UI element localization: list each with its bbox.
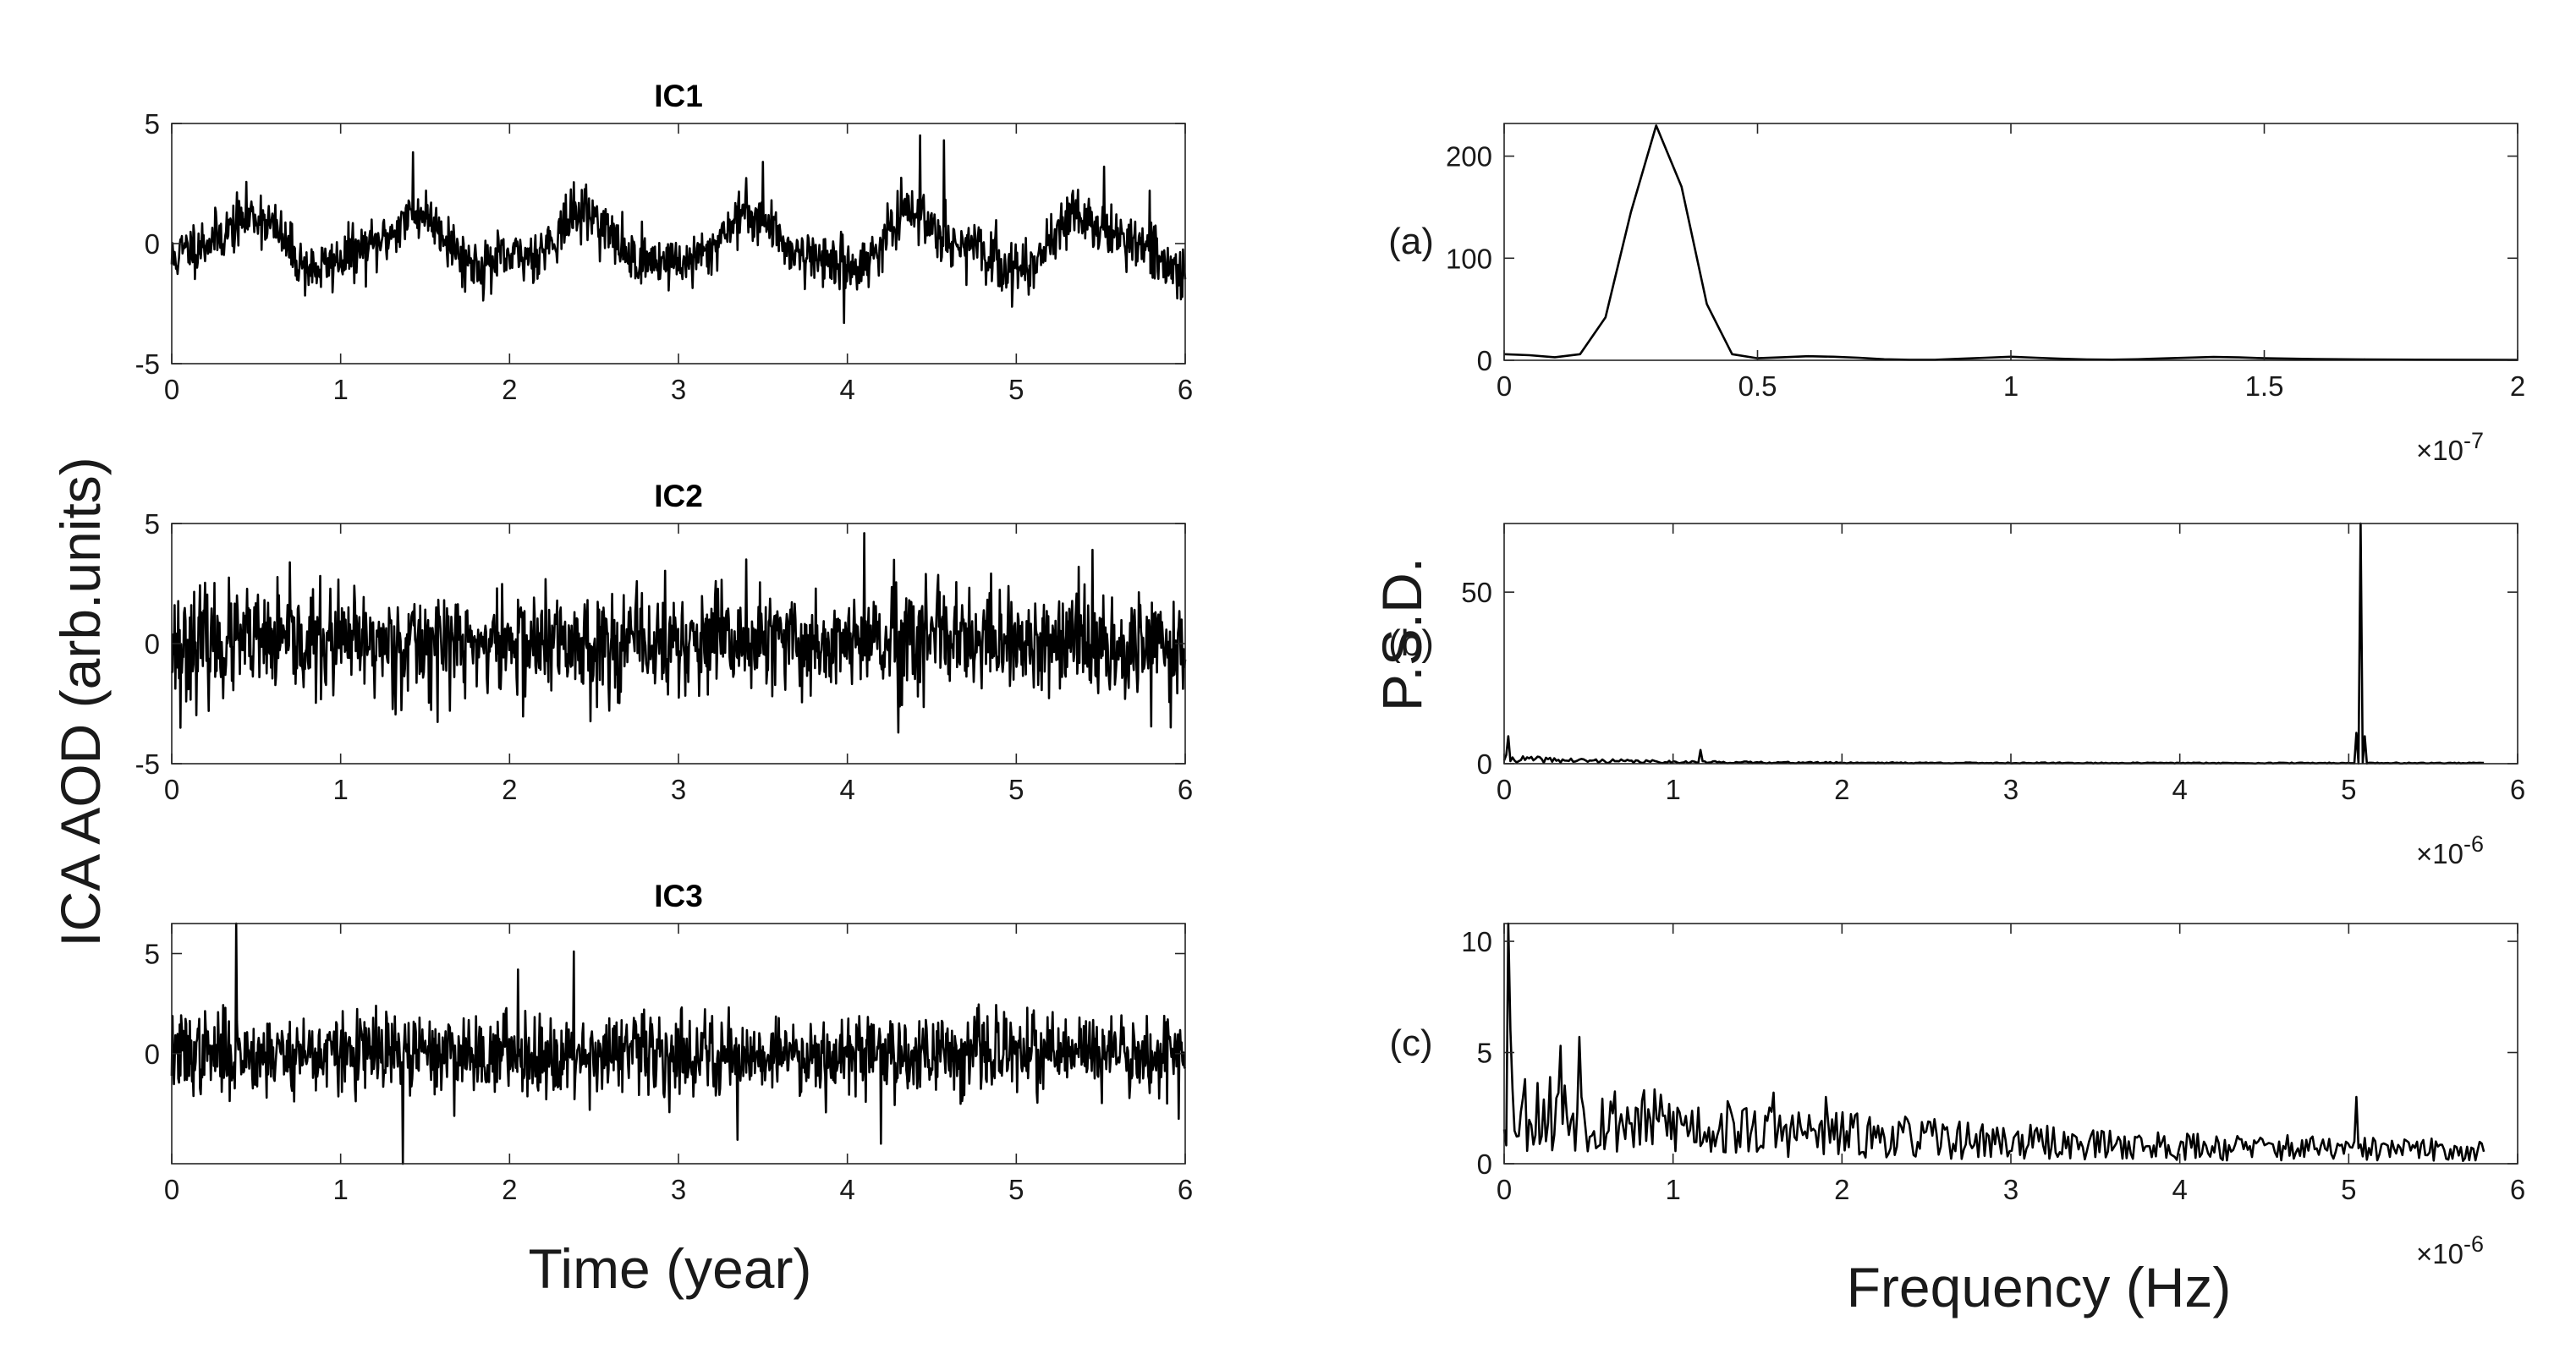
x-tick-label: 5 <box>1008 774 1024 805</box>
left-y-axis-label: ICA AOD (arb.units) <box>49 457 112 947</box>
chart-psd-c: 0 1 2 3 4 5 6 0 5 10 (c) ×10-6 <box>1389 922 2525 1269</box>
x-tick-label: 6 <box>1178 1174 1193 1205</box>
time-axis-label: Time (year) <box>529 1237 812 1300</box>
y-tick-label: 10 <box>1461 926 1492 957</box>
x-tick-label: 2 <box>502 774 517 805</box>
panel-label: (b) <box>1388 622 1434 664</box>
x-tick-label: 3 <box>671 1174 686 1205</box>
y-tick-label: 50 <box>1461 577 1492 608</box>
x-tick-label: 1 <box>2003 370 2019 402</box>
x-tick-label: 5 <box>2341 774 2356 805</box>
right-y-axis-label: P.S.D. <box>1370 557 1433 711</box>
x-tick-label: 2 <box>2510 370 2525 402</box>
chart-title: IC1 <box>654 79 703 113</box>
y-tick-label: 5 <box>145 939 160 970</box>
y-tick-label: 5 <box>145 108 160 140</box>
series-line <box>1502 922 2485 1162</box>
chart-ic3: 0 1 2 3 4 5 6 0 5 IC3 <box>145 879 1194 1205</box>
y-tick-label: 200 <box>1446 141 1492 173</box>
axis-exponent: ×10-7 <box>2416 428 2484 466</box>
x-tick-label: 0 <box>1497 1174 1512 1205</box>
x-tick-label: 1 <box>1665 1174 1680 1205</box>
x-tick-label: 2 <box>502 374 517 405</box>
chart-title: IC2 <box>654 479 703 513</box>
x-tick-label: 3 <box>2003 1174 2019 1205</box>
y-tick-label: 0 <box>1477 748 1492 780</box>
x-tick-label: 6 <box>1178 774 1193 805</box>
series-line <box>170 922 1187 1165</box>
x-tick-label: 1 <box>1665 774 1680 805</box>
y-tick-label: 100 <box>1446 243 1492 274</box>
x-tick-label: 4 <box>839 774 854 805</box>
panel-label: (a) <box>1388 221 1434 262</box>
y-tick-label: 0 <box>145 628 160 660</box>
series-line <box>1503 124 2518 361</box>
x-tick-label: 0.5 <box>1738 370 1777 402</box>
x-tick-label: 0 <box>1497 774 1512 805</box>
x-tick-label: 1.5 <box>2245 370 2284 402</box>
x-tick-label: 1 <box>332 374 348 405</box>
x-tick-label: 1 <box>332 1174 348 1205</box>
y-tick-label: 0 <box>145 1039 160 1070</box>
x-tick-label: 4 <box>839 374 854 405</box>
x-tick-label: 0 <box>164 774 179 805</box>
y-tick-label: 0 <box>145 228 160 260</box>
x-tick-label: 3 <box>671 374 686 405</box>
x-tick-label: 5 <box>1008 1174 1024 1205</box>
x-tick-label: 3 <box>2003 774 2019 805</box>
x-tick-label: 2 <box>1834 774 1849 805</box>
chart-title: IC3 <box>654 879 703 913</box>
chart-psd-b: 0 1 2 3 4 5 6 0 50 (b) ×10-6 <box>1388 522 2525 869</box>
x-tick-label: 2 <box>502 1174 517 1205</box>
axis-exponent: ×10-6 <box>2416 831 2484 869</box>
x-tick-label: 6 <box>2510 774 2525 805</box>
series-line <box>170 134 1187 324</box>
x-tick-label: 3 <box>671 774 686 805</box>
x-tick-label: 0 <box>164 1174 179 1205</box>
y-tick-label: 5 <box>145 508 160 540</box>
x-tick-label: 2 <box>1834 1174 1849 1205</box>
x-tick-label: 4 <box>2172 774 2187 805</box>
panel-label: (c) <box>1389 1022 1432 1064</box>
y-tick-label: -5 <box>135 748 160 780</box>
x-tick-label: 4 <box>839 1174 854 1205</box>
x-tick-label: 0 <box>1497 370 1512 402</box>
x-tick-label: 4 <box>2172 1174 2187 1205</box>
y-tick-label: 0 <box>1477 1148 1492 1180</box>
x-tick-label: 5 <box>2341 1174 2356 1205</box>
y-tick-label: 0 <box>1477 345 1492 376</box>
x-tick-label: 1 <box>332 774 348 805</box>
y-tick-label: -5 <box>135 348 160 380</box>
x-tick-label: 5 <box>1008 374 1024 405</box>
y-tick-label: 5 <box>1477 1038 1492 1069</box>
x-tick-label: 6 <box>1178 374 1193 405</box>
axis-exponent: ×10-6 <box>2416 1231 2484 1269</box>
x-tick-label: 6 <box>2510 1174 2525 1205</box>
x-tick-label: 0 <box>164 374 179 405</box>
chart-psd-a: 0 0.5 1 1.5 2 0 100 200 (a) ×10-7 <box>1388 123 2525 466</box>
series-line <box>170 532 1187 734</box>
frequency-axis-label: Frequency (Hz) <box>1847 1256 2232 1318</box>
